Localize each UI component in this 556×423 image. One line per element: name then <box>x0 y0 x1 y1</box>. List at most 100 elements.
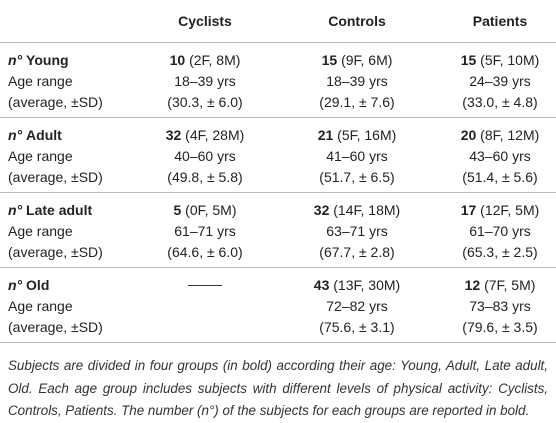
age-range: 63–71 yrs <box>326 222 388 239</box>
count-number: 32 <box>313 201 330 218</box>
count-cell: 20 (8F, 12M) <box>444 118 556 146</box>
count-cell: 43 (13F, 30M) <box>270 268 444 296</box>
row-label: Age range <box>8 297 73 314</box>
count-detail: (7F, 5M) <box>484 276 536 293</box>
column-header: Cyclists <box>140 0 270 43</box>
count-cell: 32 (4F, 28M) <box>140 118 270 146</box>
count-detail: (14F, 18M) <box>333 201 401 218</box>
bold: n° <box>8 277 22 293</box>
age-cell: 73–83 yrs <box>444 295 556 316</box>
count-number: 15 <box>321 51 338 68</box>
average-cell: (75.6, ± 3.1) <box>270 316 444 343</box>
empty-dash <box>188 285 222 287</box>
average-sd: (49.8, ± 5.8) <box>167 168 243 185</box>
count-number: 15 <box>460 51 477 68</box>
count-number: 32 <box>165 126 182 143</box>
count-cell: 10 (2F, 8M) <box>140 43 270 71</box>
average-sd: (64.6, ± 6.0) <box>167 243 243 260</box>
count-number: 21 <box>317 126 334 143</box>
caption: Subjects are divided in four groups (in … <box>8 358 548 418</box>
age-range: 72–82 yrs <box>326 297 388 314</box>
group-label: n° Old <box>0 268 140 296</box>
average-cell: (33.0, ± 4.8) <box>444 91 556 118</box>
group-name: Young <box>26 51 69 68</box>
age-range-row: Age range 18–39 yrs 18–39 yrs 24–39 yrs <box>0 70 556 91</box>
group-count-row: n° Old 43 (13F, 30M) 12 (7F, 5M) <box>0 268 556 296</box>
age-range-row: Age range 72–82 yrs 73–83 yrs <box>0 295 556 316</box>
count-detail: (4F, 28M) <box>185 126 245 143</box>
average-sd: (30.3, ± 6.0) <box>167 93 243 110</box>
count-cell: 12 (7F, 5M) <box>444 268 556 296</box>
average-sd: (51.4, ± 5.6) <box>462 168 538 185</box>
group-name: Adult <box>26 126 62 143</box>
average-cell: (67.7, ± 2.8) <box>270 241 444 268</box>
group-count-row: n° Adult 32 (4F, 28M) 21 (5F, 16M) 20 (8F, … <box>0 118 556 146</box>
bold: n° <box>8 202 22 218</box>
age-range: 18–39 yrs <box>174 72 236 89</box>
group-name: Late adult <box>26 201 93 218</box>
bold: n° <box>8 52 22 68</box>
count-number: 17 <box>460 201 477 218</box>
row-label: Age range <box>8 147 73 164</box>
row-label: (average, ±SD) <box>0 166 140 193</box>
age-range: 40–60 yrs <box>174 147 236 164</box>
average-row: (average, ±SD) (64.6, ± 6.0) (67.7, ± 2.8)… <box>0 241 556 268</box>
average-sd: (65.3, ± 2.5) <box>462 243 538 260</box>
age-range: 43–60 yrs <box>469 147 531 164</box>
age-cell: 61–71 yrs <box>140 220 270 241</box>
group-count-row: n° Late adult 5 (0F, 5M) 32 (14F, 18M) 17 (… <box>0 193 556 221</box>
count-number: 12 <box>464 276 481 293</box>
average-sd: (33.0, ± 4.8) <box>462 93 538 110</box>
count-number: 20 <box>460 126 477 143</box>
count-detail: (12F, 5M) <box>480 201 540 218</box>
average-cell: (65.3, ± 2.5) <box>444 241 556 268</box>
group-name: Old <box>26 276 50 293</box>
count-detail: (5F, 10M) <box>480 51 540 68</box>
average-row: (average, ±SD) (49.8, ± 5.8) (51.7, ± 6.5)… <box>0 166 556 193</box>
count-symbol: n° <box>8 126 23 143</box>
group-count-row: n° Young 10 (2F, 8M) 15 (9F, 6M) 15 (5F, 10… <box>0 43 556 71</box>
age-cell: 72–82 yrs <box>270 295 444 316</box>
average-row: (average, ±SD) (75.6, ± 3.1) (79.6, ± 3.5) <box>0 316 556 343</box>
age-range: 41–60 yrs <box>326 147 388 164</box>
average-cell: (29.1, ± 7.6) <box>270 91 444 118</box>
count-cell: 21 (5F, 16M) <box>270 118 444 146</box>
count-number: 5 <box>173 201 182 218</box>
count-detail: (8F, 12M) <box>480 126 540 143</box>
average-cell: (79.6, ± 3.5) <box>444 316 556 343</box>
age-range: 73–83 yrs <box>469 297 531 314</box>
count-cell: 32 (14F, 18M) <box>270 193 444 221</box>
count-detail: (13F, 30M) <box>333 276 401 293</box>
average-sd: (67.7, ± 2.8) <box>319 243 395 260</box>
average-sd: (79.6, ± 3.5) <box>462 318 538 335</box>
count-detail: (0F, 5M) <box>185 201 237 218</box>
average-cell: (51.4, ± 5.6) <box>444 166 556 193</box>
count-detail: (5F, 16M) <box>337 126 397 143</box>
group-label: n° Adult <box>0 118 140 146</box>
count-symbol: n° <box>8 276 23 293</box>
age-cell: 63–71 yrs <box>270 220 444 241</box>
age-range: 18–39 yrs <box>326 72 388 89</box>
group-label: n° Late adult <box>0 193 140 221</box>
row-label: Age range <box>8 72 73 89</box>
table-body: n° Young 10 (2F, 8M) 15 (9F, 6M) 15 (5F, 10… <box>0 43 556 343</box>
age-cell: 24–39 yrs <box>444 70 556 91</box>
count-symbol: n° <box>8 51 23 68</box>
row-label: Age range <box>8 222 73 239</box>
age-cell: 40–60 yrs <box>140 145 270 166</box>
age-range: 61–71 yrs <box>174 222 236 239</box>
data-table: Cyclists Controls Patients n° Young 10 (2F,… <box>0 0 556 343</box>
count-cell: 15 (9F, 6M) <box>270 43 444 71</box>
age-cell: 18–39 yrs <box>140 70 270 91</box>
average-cell <box>140 316 270 343</box>
age-cell: 41–60 yrs <box>270 145 444 166</box>
age-range-row: Age range 40–60 yrs 41–60 yrs 43–60 yrs <box>0 145 556 166</box>
row-label: (average, ±SD) <box>0 241 140 268</box>
corner <box>0 0 140 43</box>
count-cell: 15 (5F, 10M) <box>444 43 556 71</box>
column-header: Patients <box>444 0 556 43</box>
age-cell: 61–70 yrs <box>444 220 556 241</box>
average-sd: (75.6, ± 3.1) <box>319 318 395 335</box>
average-sd: (29.1, ± 7.6) <box>319 93 395 110</box>
bold: n° <box>8 127 22 143</box>
